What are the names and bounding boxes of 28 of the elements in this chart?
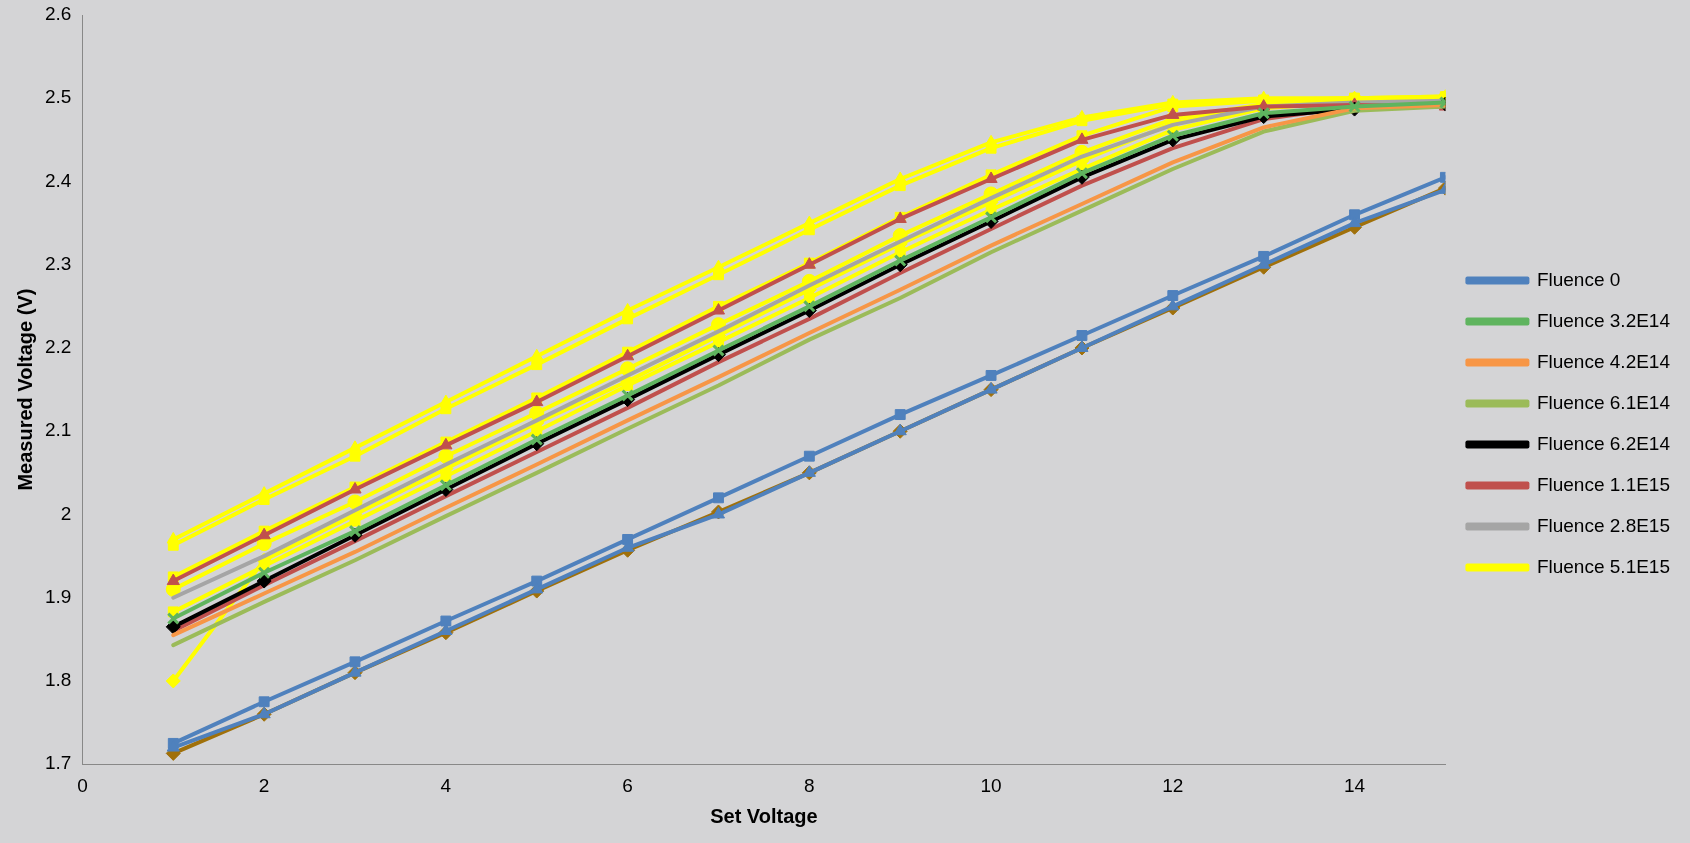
- y-axis-title: Measured Voltage (V): [13, 288, 36, 491]
- legend-label: Fluence 1.1E15: [1536, 473, 1670, 495]
- x-tick-label: 6: [622, 774, 633, 796]
- x-axis-title: Set Voltage: [710, 804, 818, 827]
- legend-label: Fluence 6.2E14: [1536, 432, 1671, 454]
- legend-label: Fluence 4.2E14: [1536, 350, 1671, 372]
- x-tick-label: 2: [258, 774, 270, 796]
- x-tick-label: 0: [77, 774, 88, 796]
- y-tick-label: 1.7: [44, 752, 72, 774]
- x-tick-label: 10: [980, 774, 1002, 796]
- y-tick-label: 2.1: [44, 419, 72, 441]
- legend-label: Fluence 5.1E15: [1536, 555, 1670, 577]
- y-tick-label: 2: [60, 502, 72, 524]
- legend-label: Fluence 2.8E15: [1536, 514, 1670, 536]
- y-tick-label: 2.4: [44, 169, 72, 191]
- legend-label: Fluence 3.2E14: [1536, 309, 1671, 331]
- x-tick-label: 14: [1343, 774, 1366, 796]
- y-tick-label: 2.2: [44, 336, 72, 358]
- y-tick-label: 1.8: [44, 669, 72, 691]
- x-tick-label: 4: [440, 774, 452, 796]
- y-tick-label: 2.6: [44, 3, 72, 25]
- y-tick-label: 2.5: [44, 86, 72, 108]
- y-tick-label: 2.3: [44, 252, 72, 274]
- legend-label: Fluence 6.1E14: [1536, 391, 1671, 413]
- x-tick-label: 12: [1162, 774, 1184, 796]
- y-tick-label: 1.9: [44, 585, 72, 607]
- legend-label: Fluence 0: [1536, 268, 1621, 290]
- x-tick-label: 8: [804, 774, 815, 796]
